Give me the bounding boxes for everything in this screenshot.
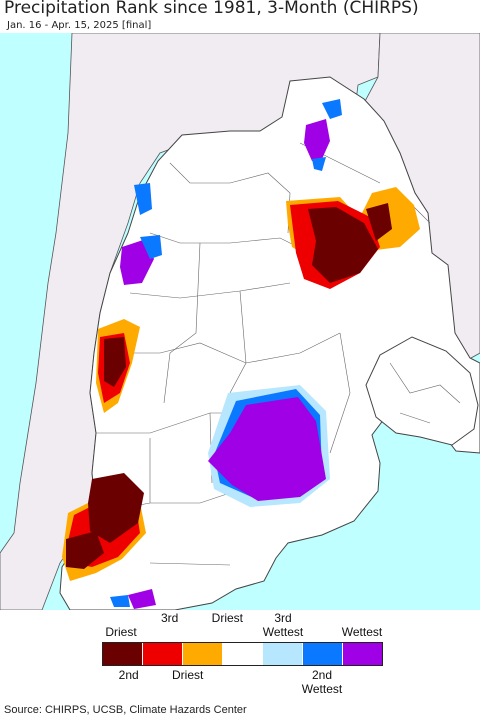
rank-patches: [62, 99, 420, 609]
east-lobe: [365, 336, 479, 446]
patch-south-2nd-wettest: [110, 595, 130, 607]
patch-w-driest: [104, 337, 126, 387]
patch-ne-driest-b: [366, 203, 392, 241]
patch-north-2nd-wettest: [322, 99, 342, 119]
legend-label-wettest: Wettest: [341, 625, 383, 639]
legend-swatch-3rd-wettest: [263, 643, 302, 665]
legend-swatch-driest: [103, 643, 142, 665]
map-title: Precipitation Rank since 1981, 3-Month (…: [4, 0, 419, 18]
map-subtitle: Jan. 16 - Apr. 15, 2025 [final]: [7, 20, 152, 31]
legend-swatch-2nd-driest: [143, 643, 182, 665]
patch-nw-2nd-wettest-b: [140, 235, 162, 259]
legend-colorbar: [102, 642, 383, 666]
legend-label-3rd-driest: 3rd Driest: [160, 611, 243, 625]
patch-sw-driest-b: [66, 531, 104, 569]
precipitation-rank-map: [0, 33, 480, 610]
source-credit: Source: CHIRPS, UCSB, Climate Hazards Ce…: [4, 704, 247, 716]
patch-ne-driest: [308, 207, 378, 283]
patch-south-wettest: [128, 589, 156, 609]
patch-north-wettest: [304, 119, 330, 161]
patch-nw-2nd-wettest: [134, 183, 152, 215]
legend-label-2nd-driest: 2nd Driest: [118, 668, 204, 682]
legend-swatch-normal: [223, 643, 262, 665]
patch-center-wettest: [208, 397, 326, 501]
patch-sw-driest: [88, 473, 144, 543]
legend-swatch-wettest: [343, 643, 382, 665]
legend-label-driest: Driest: [105, 625, 137, 639]
patch-north-2nd-wettest-b: [312, 157, 326, 171]
legend-label-2nd-wettest: 2nd Wettest: [301, 668, 343, 696]
legend-label-3rd-wettest: 3rd Wettest: [262, 611, 304, 639]
patch-nw-wettest: [120, 239, 154, 285]
legend-swatch-2nd-wettest: [303, 643, 342, 665]
legend-swatch-3rd-driest: [183, 643, 222, 665]
map-svg: [0, 33, 480, 610]
